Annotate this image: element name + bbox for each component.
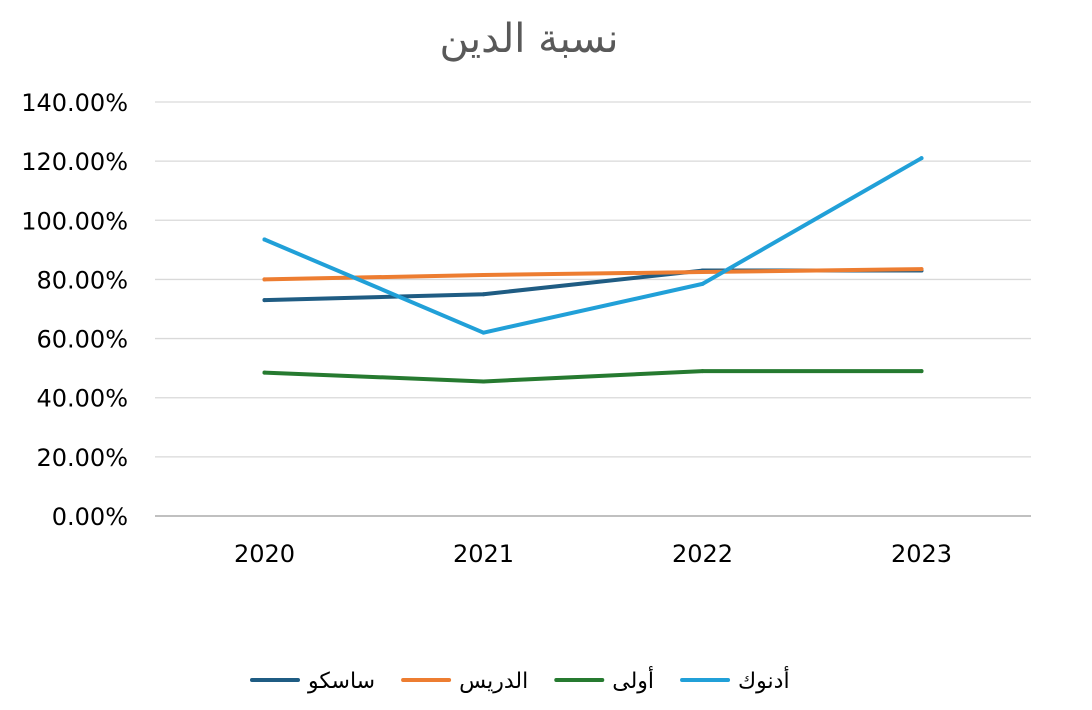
y-tick-label: 60.00% bbox=[36, 326, 128, 354]
chart-title: نسبة الدين bbox=[440, 16, 619, 62]
series-line bbox=[262, 156, 924, 335]
series-lines bbox=[262, 156, 924, 384]
data-point bbox=[262, 237, 267, 242]
x-tick-label: 2020 bbox=[234, 540, 295, 568]
legend: ساسكو الدريس أولى أدنوك bbox=[250, 666, 790, 694]
data-point bbox=[919, 156, 924, 161]
y-tick-label: 100.00% bbox=[21, 207, 128, 235]
x-tick-label: 2021 bbox=[453, 540, 514, 568]
data-point bbox=[700, 270, 705, 275]
data-point bbox=[481, 292, 486, 297]
legend-label: الدريس bbox=[459, 669, 528, 694]
y-tick-label: 0.00% bbox=[52, 503, 128, 531]
legend-item: الدريس bbox=[401, 669, 528, 694]
x-tick-label: 2023 bbox=[891, 540, 952, 568]
y-tick-label: 20.00% bbox=[36, 444, 128, 472]
data-point bbox=[481, 272, 486, 277]
legend-item: أدنوك bbox=[680, 666, 790, 694]
y-tick-label: 120.00% bbox=[21, 148, 128, 176]
legend-label: أدنوك bbox=[738, 666, 790, 694]
y-tick-label: 80.00% bbox=[36, 266, 128, 294]
legend-item: ساسكو bbox=[250, 669, 375, 694]
y-tick-label: 140.00% bbox=[21, 89, 128, 117]
data-point bbox=[919, 267, 924, 272]
series-line bbox=[262, 267, 924, 282]
data-point bbox=[700, 281, 705, 286]
legend-label: ساسكو bbox=[307, 669, 375, 694]
legend-label: أولى bbox=[612, 666, 654, 694]
series-group bbox=[262, 156, 924, 335]
data-point bbox=[481, 379, 486, 384]
data-point bbox=[262, 277, 267, 282]
data-point bbox=[700, 369, 705, 374]
series-group bbox=[262, 267, 924, 282]
x-tick-label: 2022 bbox=[672, 540, 733, 568]
series-group bbox=[262, 369, 924, 384]
data-point bbox=[919, 369, 924, 374]
legend-item: أولى bbox=[554, 666, 654, 694]
data-point bbox=[262, 370, 267, 375]
x-axis-ticks: 2020 2021 2022 2023 bbox=[234, 540, 952, 568]
data-point bbox=[262, 298, 267, 303]
series-line bbox=[262, 369, 924, 384]
y-axis-ticks: 0.00% 20.00% 40.00% 60.00% 80.00% 100.00% 120.… bbox=[21, 89, 128, 531]
y-tick-label: 40.00% bbox=[36, 385, 128, 413]
data-point bbox=[481, 330, 486, 335]
